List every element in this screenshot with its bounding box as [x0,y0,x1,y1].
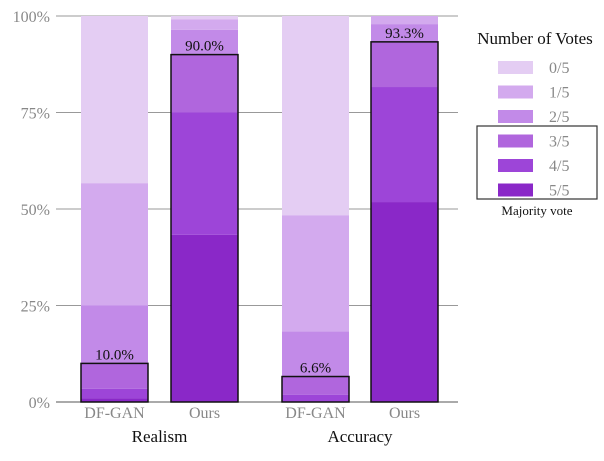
bar-segment-3-of-5 [171,54,238,113]
bar-segment-2-of-5 [171,29,238,55]
x-tick-label: Ours [189,405,220,422]
group-label: Realism [132,427,188,446]
legend-entry: 0/5 [549,60,569,77]
legend-swatch [498,110,533,123]
legend-title: Number of Votes [477,29,593,48]
majority-outline [170,53,239,403]
majority-outline [281,375,350,403]
x-tick-label: Ours [389,405,420,422]
bar-segment-2-of-5 [81,305,148,364]
y-tick-label: 100% [13,9,50,26]
x-tick-label: DF-GAN [285,405,346,422]
bar-segment-3-of-5 [282,376,349,395]
bar-segment-4-of-5 [371,87,438,203]
legend-swatch [498,183,533,197]
y-tick-label: 50% [21,202,50,219]
bar-segment-1-of-5 [282,215,349,332]
bar-segment-1-of-5 [81,183,148,306]
majority-outline [370,41,439,403]
bar-segment-2-of-5 [371,24,438,42]
x-tick-label: DF-GAN [84,405,145,422]
bar-segment-4-of-5 [171,112,238,235]
bar-segment-0-of-5 [282,16,349,216]
legend-entry: 2/5 [549,109,569,126]
majority-vote-label: Majority vote [501,203,572,218]
legend-entry: 3/5 [549,134,569,151]
group-label: Accuracy [327,427,393,446]
bar-segment-0-of-5 [81,16,148,184]
majority-data-label: 93.3% [385,26,424,42]
legend-entry: 5/5 [549,183,569,200]
legend-swatch [498,134,533,148]
y-tick-label: 0% [29,395,50,412]
majority-data-label: 10.0% [95,347,134,363]
y-axis-ticks: 0% 25% 50% 75% 100% [13,9,50,412]
bar-segment-1-of-5 [171,19,238,30]
bar-segment-3-of-5 [371,41,438,88]
bar-segment-4-of-5 [81,388,148,399]
bar-segment-4-of-5 [282,394,349,402]
bar-segment-3-of-5 [81,363,148,389]
bar-segment-5-of-5 [171,234,238,402]
legend: Number of Votes 0/5 1/5 2/5 3/5 4/5 5/5 Major… [476,29,598,218]
legend-swatch [498,85,533,99]
majority-data-label: 6.6% [300,361,331,377]
bar-segment-5-of-5 [371,202,438,402]
legend-swatch [498,159,533,172]
y-tick-label: 75% [21,106,50,123]
legend-entry: 1/5 [549,85,569,102]
bar-segment-2-of-5 [282,331,349,377]
bar-segment-0-of-5 [171,16,238,20]
bars: 10.0% 90.0% 6.6% 93.3% [80,16,439,403]
y-tick-label: 25% [21,299,50,316]
bar-segment-1-of-5 [371,16,438,25]
majority-outline [80,362,149,403]
majority-data-label: 90.0% [185,39,224,55]
majority-vote-box [476,125,598,200]
legend-swatch [498,61,533,74]
legend-entry: 4/5 [549,158,569,175]
bar-segment-5-of-5 [81,398,148,402]
